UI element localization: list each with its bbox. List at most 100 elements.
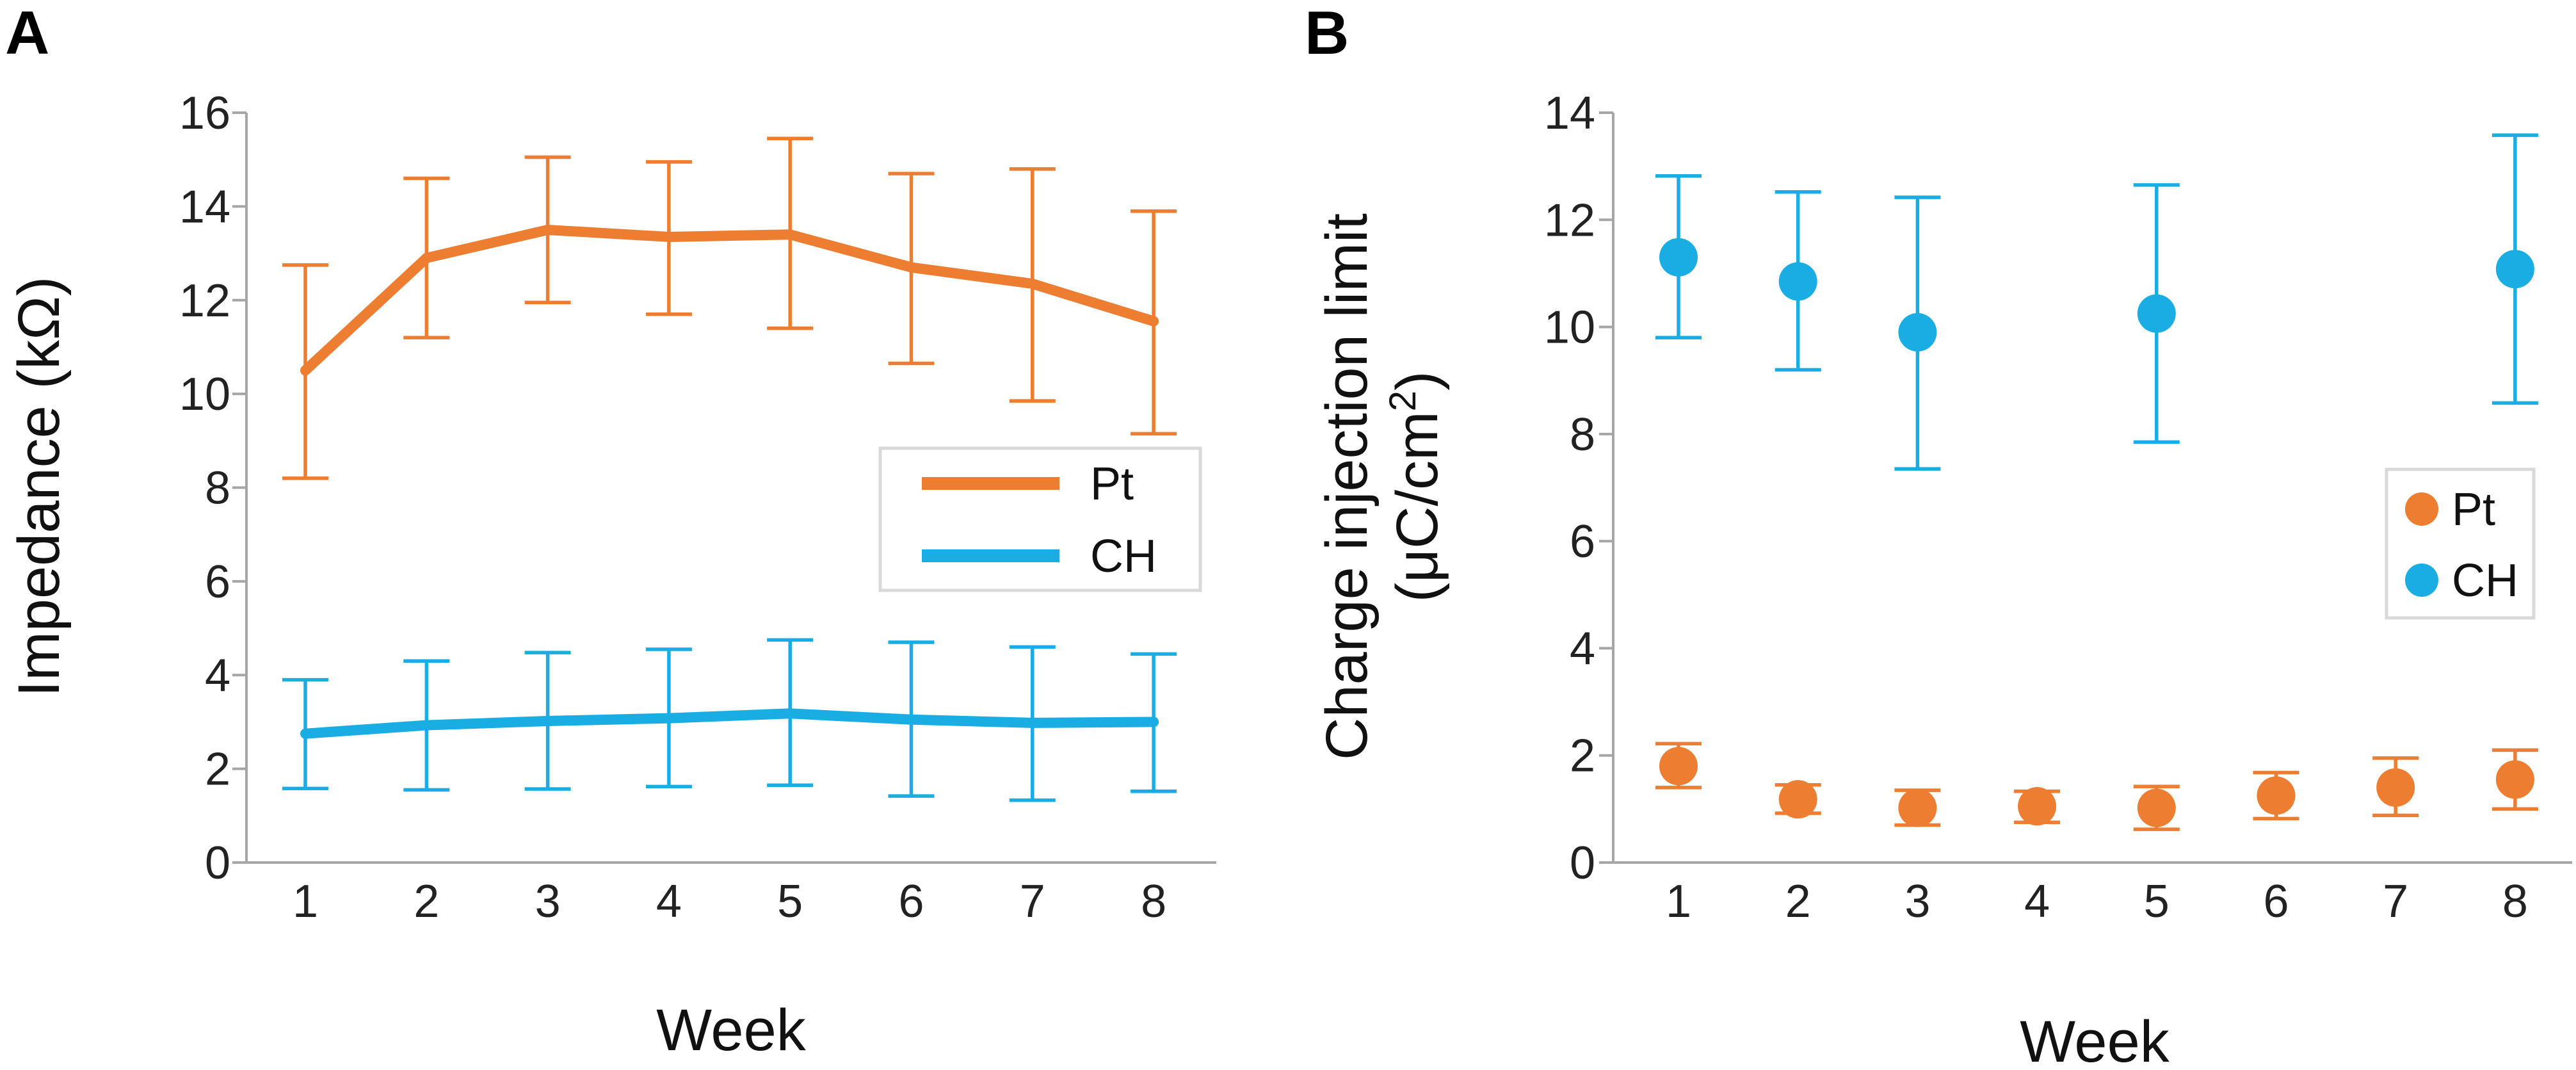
panel-b-x-axis-title: Week [2020,1009,2170,1070]
data-point [305,369,306,371]
data-point [668,236,670,238]
x-tick-label: 1 [1666,876,1691,927]
series-line [300,708,1159,739]
panel-b-y-axis-title-line2: (μC/cm2) [1382,371,1450,602]
data-point [1898,312,1937,352]
x-tick-label: 5 [2144,876,2169,927]
data-point [1031,283,1033,285]
panel-a-x-axis-title: Week [656,998,807,1063]
data-point [910,718,912,720]
panel-b-legend: Pt CH [2385,467,2536,620]
y-tick-label: 6 [1570,516,1595,567]
y-tick-label: 2 [1570,731,1595,782]
panel-b-y-ticks: 0 2 4 6 8 10 12 14 [1544,88,1595,889]
y-tick-label: 14 [179,181,230,232]
data-point [1778,780,1817,819]
x-tick-label: 2 [1785,876,1811,927]
data-point [2137,294,2176,333]
y-tick-label: 2 [205,744,230,795]
x-tick-label: 4 [656,876,682,927]
x-tick-label: 7 [1020,876,1045,927]
panel-b-series [1655,133,2538,831]
data-point [2495,250,2534,289]
x-tick-label: 2 [414,876,439,927]
y-tick-label: 4 [1570,623,1595,674]
data-point [1659,747,1698,786]
panel-a-legend-ch-label: CH [1090,531,1157,582]
data-point [1153,721,1155,723]
panel-a-legend: Pt CH [878,446,1202,592]
x-tick-label: 4 [2024,876,2050,927]
x-tick-label: 6 [2263,876,2289,927]
panel-a-legend-box [878,446,1202,592]
data-point [2495,760,2534,799]
y-tick-label: 10 [179,369,230,420]
data-point [1153,320,1155,322]
panel-a-x-ticks: 1 2 3 4 5 6 7 8 [293,876,1166,927]
panel-b-legend-box [2385,467,2536,620]
data-point [2376,768,2415,807]
y-tick-label: 6 [205,556,230,608]
panel-b-legend-pt-swatch [2405,492,2438,526]
x-tick-label: 8 [2502,876,2528,927]
data-point [2018,787,2057,826]
panel-a-y-axis-title: Impedance (kΩ) [6,277,72,697]
x-tick-label: 6 [898,876,924,927]
series-ch [282,638,1177,802]
panel-b-y-axis-title-line1: Charge injection limit [1314,213,1380,760]
panel-b-y-axis-unit: (μC/cm [1385,411,1450,602]
x-tick-label: 7 [2383,876,2408,927]
panel-b-legend-ch-label: CH [2452,555,2518,606]
data-point [426,724,428,726]
panel-a-series [282,136,1177,802]
data-point [2137,788,2176,827]
y-tick-label: 4 [205,650,230,701]
y-tick-label: 8 [1570,409,1595,460]
y-tick-label: 12 [179,275,230,327]
panel-b-x-ticks: 1 2 3 4 5 6 7 8 [1666,876,2528,927]
series-line [300,224,1159,376]
panel-b-y-axis-unit-close: ) [1385,371,1450,391]
x-tick-label: 3 [535,876,561,927]
x-tick-label: 1 [293,876,318,927]
panel-b-legend-pt-label: Pt [2452,484,2495,535]
data-point [1031,722,1033,724]
series-ch [1655,133,2538,471]
data-point [1898,788,1937,827]
y-tick-label: 10 [1544,302,1595,353]
y-tick-label: 12 [1544,195,1595,246]
data-point [426,257,428,259]
y-tick-label: 0 [1570,838,1595,889]
x-tick-label: 8 [1141,876,1166,927]
data-point [789,234,791,236]
data-point [1659,238,1698,277]
panel-a-y-ticks: 0 2 4 6 8 10 12 14 16 [179,88,230,889]
panel-a-legend-pt-label: Pt [1090,458,1134,510]
panel-a-letter: A [5,0,49,67]
data-point [2257,776,2296,815]
panel-b-y-axis-title: Charge injection limit (μC/cm2) [1314,213,1450,760]
panel-b-y-axis-unit-sup: 2 [1382,391,1424,411]
data-point [1778,262,1817,301]
data-point [668,717,670,719]
data-point [547,229,549,231]
panel-b-letter: B [1305,0,1349,67]
y-tick-label: 16 [179,88,230,139]
y-tick-label: 8 [205,463,230,514]
y-tick-label: 0 [205,838,230,889]
panel-a-axes [232,111,1216,864]
y-tick-label: 14 [1544,88,1595,139]
series-pt [1655,742,2538,831]
series-pt [282,136,1177,480]
panel-b-axes [1599,111,2572,864]
x-tick-label: 5 [777,876,803,927]
panel-b-legend-ch-swatch [2405,563,2438,597]
data-point [789,713,791,715]
data-point [910,266,912,268]
data-point [305,733,306,734]
data-point [547,720,549,722]
x-tick-label: 3 [1904,876,1930,927]
